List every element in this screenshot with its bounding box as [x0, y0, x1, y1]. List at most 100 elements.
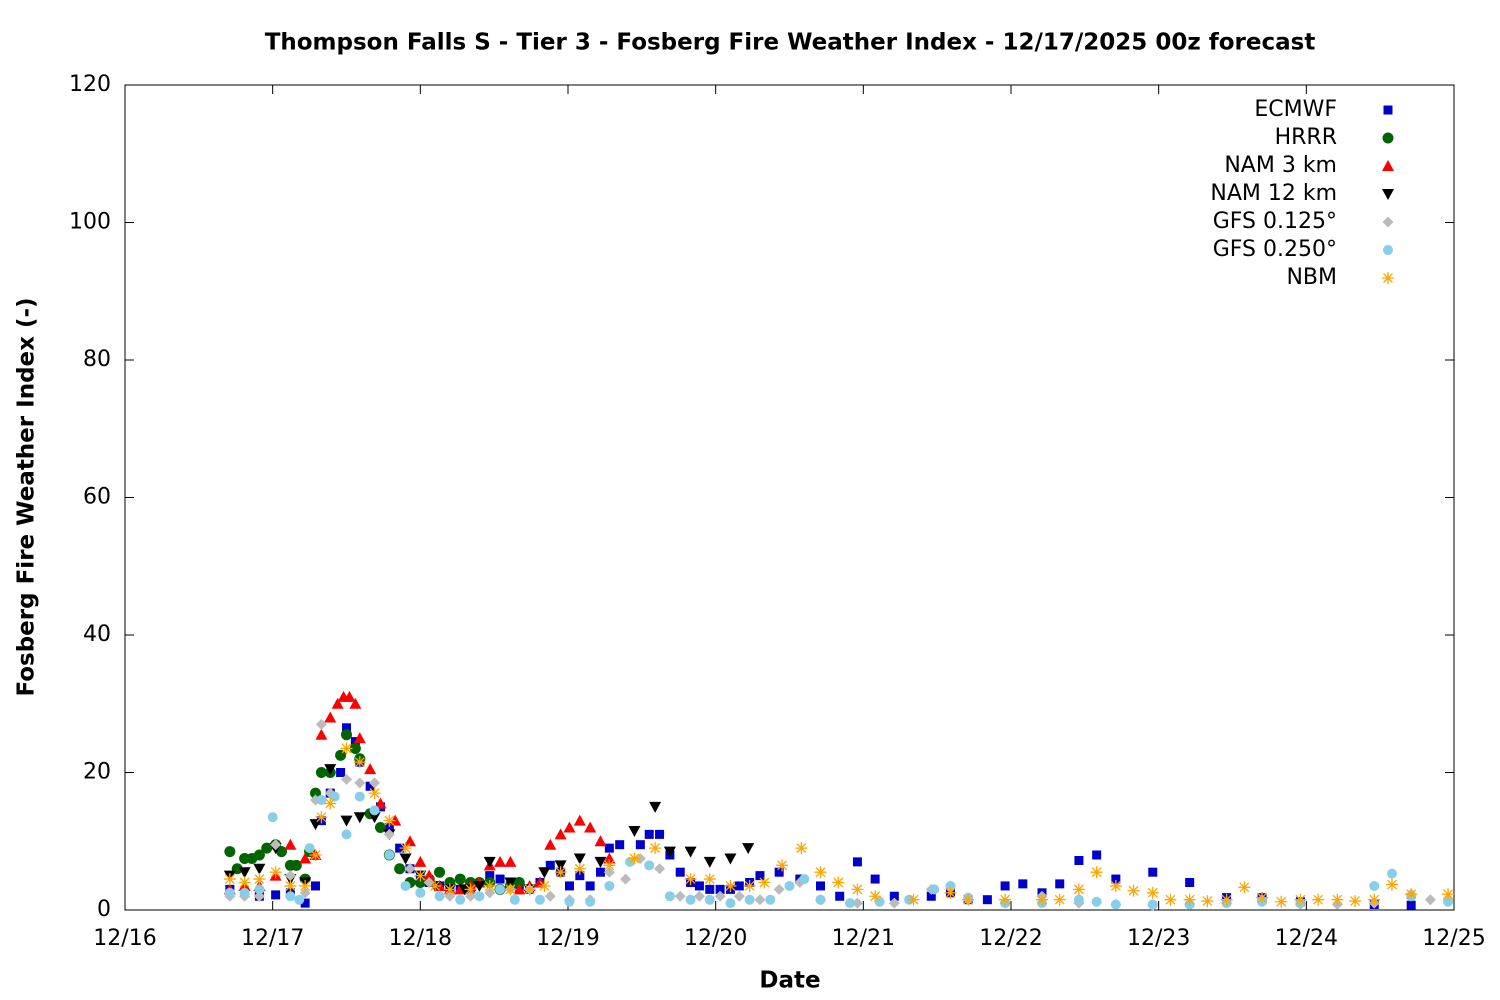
point [455, 894, 466, 905]
point [1092, 850, 1102, 860]
point [253, 849, 265, 861]
x-tick-label: 12/25 [1422, 926, 1485, 951]
point [504, 855, 517, 867]
legend-label: GFS 0.125° [1213, 209, 1337, 234]
point [383, 828, 395, 840]
point [889, 891, 899, 901]
point [534, 894, 545, 905]
point [1183, 893, 1196, 906]
point [595, 867, 605, 877]
point [1127, 884, 1140, 897]
chart-title: Thompson Falls S - Tier 3 - Fosberg Fire… [265, 30, 1316, 56]
legend-marker [1383, 245, 1393, 255]
point [304, 843, 315, 854]
point [414, 869, 427, 882]
point [299, 879, 312, 892]
point [615, 840, 625, 850]
y-tick-label: 0 [97, 897, 111, 922]
point [575, 871, 585, 881]
point [513, 883, 526, 895]
point [341, 729, 352, 741]
legend-label: NAM 12 km [1210, 181, 1337, 206]
point [414, 855, 427, 867]
point [742, 843, 755, 855]
point [649, 842, 662, 855]
point [758, 876, 771, 889]
point [1331, 893, 1344, 906]
point [239, 887, 250, 898]
point [284, 870, 296, 882]
point [724, 879, 737, 892]
y-tick-label: 40 [83, 622, 111, 647]
point [776, 859, 789, 872]
point [1036, 893, 1049, 906]
point [290, 859, 302, 871]
y-tick-label: 120 [69, 72, 111, 97]
point [625, 856, 636, 867]
point [664, 891, 675, 902]
point [310, 881, 320, 891]
point [1201, 895, 1214, 908]
point [773, 883, 785, 895]
point [744, 894, 755, 905]
point [434, 866, 446, 878]
point [944, 886, 957, 899]
point [743, 879, 756, 892]
point [564, 881, 574, 891]
point [354, 777, 366, 789]
point [267, 812, 278, 823]
point [644, 829, 654, 839]
point [1443, 896, 1454, 907]
point [399, 842, 412, 855]
point [1000, 881, 1010, 891]
point [316, 795, 327, 805]
point [870, 874, 880, 884]
point [504, 883, 517, 896]
point [755, 871, 765, 881]
point [253, 863, 266, 875]
point [484, 887, 496, 899]
point [509, 894, 520, 905]
point [835, 891, 845, 901]
point [693, 890, 705, 902]
point [684, 846, 697, 858]
point [1110, 899, 1121, 910]
point [724, 853, 737, 865]
point [324, 764, 337, 776]
point [1256, 891, 1269, 904]
point [394, 863, 406, 875]
point [342, 723, 351, 733]
x-tick-label: 12/20 [684, 926, 747, 951]
point [1090, 866, 1103, 879]
point [223, 873, 236, 886]
point [945, 880, 956, 891]
point [423, 877, 435, 888]
legend-marker [1382, 216, 1394, 228]
point [315, 811, 328, 824]
point [1405, 888, 1418, 901]
x-tick-label: 12/24 [1275, 926, 1338, 951]
point [444, 890, 456, 902]
point [585, 896, 596, 907]
point [485, 871, 495, 881]
point [703, 856, 716, 868]
point [329, 791, 340, 802]
point [224, 846, 236, 858]
point [554, 828, 567, 840]
point [341, 829, 352, 840]
point [832, 876, 845, 889]
point [799, 874, 810, 885]
point [754, 894, 766, 906]
point [365, 781, 375, 791]
point [554, 860, 567, 872]
point [1386, 868, 1397, 879]
point [1385, 878, 1398, 891]
point [649, 801, 662, 813]
y-tick-label: 60 [83, 485, 111, 510]
legend-marker [1382, 272, 1394, 284]
point [544, 890, 556, 902]
point [869, 890, 882, 903]
point [564, 896, 575, 907]
point [483, 856, 496, 868]
